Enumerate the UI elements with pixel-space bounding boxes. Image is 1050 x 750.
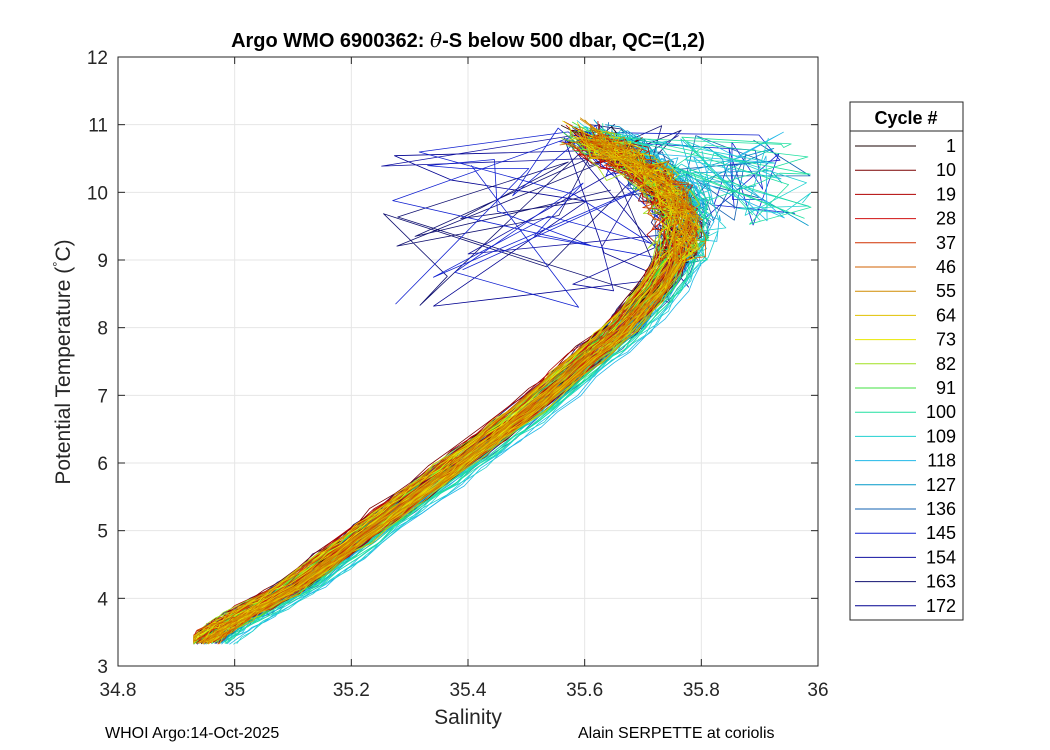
legend-entry-label: 28 bbox=[936, 209, 956, 229]
cycle-profile-line bbox=[203, 130, 690, 641]
legend-entry-label: 10 bbox=[936, 160, 956, 180]
legend-entry-label: 19 bbox=[936, 184, 956, 204]
y-tick-label: 5 bbox=[97, 522, 108, 543]
y-tick-label: 8 bbox=[97, 319, 108, 340]
y-tick-label: 3 bbox=[97, 657, 108, 678]
cycle-profile-line bbox=[193, 137, 677, 642]
legend-entry-label: 55 bbox=[936, 281, 956, 301]
x-tick-label: 35.8 bbox=[683, 680, 720, 701]
y-tick-label: 7 bbox=[97, 386, 108, 407]
legend-entry-label: 145 bbox=[926, 523, 956, 543]
cycle-profile-line bbox=[226, 136, 721, 645]
cycle-profile-line bbox=[201, 119, 689, 642]
y-tick-label: 6 bbox=[97, 454, 108, 475]
legend-entry-label: 73 bbox=[936, 330, 956, 350]
legend-entry-label: 91 bbox=[936, 378, 956, 398]
legend-entry-label: 82 bbox=[936, 354, 956, 374]
profile-lines bbox=[193, 117, 812, 645]
x-tick-label: 34.8 bbox=[100, 680, 137, 701]
legend-entry-label: 127 bbox=[926, 475, 956, 495]
legend-entry-label: 136 bbox=[926, 499, 956, 519]
cycle-profile-line bbox=[212, 133, 697, 642]
y-tick-label: 11 bbox=[88, 116, 108, 137]
cycle-profile-line bbox=[194, 142, 687, 642]
legend-entry-label: 163 bbox=[926, 572, 956, 592]
legend-entry-label: 172 bbox=[926, 596, 956, 616]
cycle-profile-line bbox=[219, 141, 700, 645]
legend-entry-label: 1 bbox=[946, 136, 956, 156]
legend-entry-label: 46 bbox=[936, 257, 956, 277]
chart-title: Argo WMO 6900362: θ-S below 500 dbar, QC… bbox=[231, 28, 705, 52]
cycle-profile-line bbox=[193, 133, 679, 642]
y-axis-label: Potential Temperature (°C) bbox=[50, 239, 75, 484]
x-axis-label: Salinity bbox=[434, 706, 502, 729]
y-tick-label: 10 bbox=[87, 183, 108, 204]
axis-ticks: 34.8 35 35.2 35.4 35.6 35.8 36 3 4 5 6 7 8 9 10 11 12 bbox=[87, 48, 829, 701]
x-tick-label: 36 bbox=[807, 680, 828, 701]
legend-entry-label: 100 bbox=[926, 402, 956, 422]
x-tick-label: 35.2 bbox=[333, 680, 370, 701]
footer-credit: Alain SERPETTE at coriolis bbox=[578, 725, 775, 742]
legend-entry-label: 109 bbox=[926, 426, 956, 446]
legend-entries: 1 10 19 28 37 46 55 64 73 82 91 100 109 118 127 136 145 1… bbox=[855, 136, 956, 616]
legend-title: Cycle # bbox=[874, 108, 937, 128]
x-tick-label: 35.4 bbox=[450, 680, 487, 701]
legend-entry-label: 154 bbox=[926, 547, 956, 567]
x-tick-label: 35 bbox=[224, 680, 245, 701]
cycle-profile-line bbox=[193, 121, 682, 641]
legend-entry-label: 118 bbox=[927, 451, 956, 471]
legend: Cycle # 1 10 19 28 37 46 55 64 73 82 91 100 109 118 12… bbox=[849, 101, 964, 621]
y-tick-label: 12 bbox=[87, 48, 108, 69]
cycle-profile-line bbox=[216, 143, 707, 644]
legend-entry-label: 37 bbox=[936, 233, 956, 253]
y-tick-label: 4 bbox=[97, 589, 108, 610]
footer-source: WHOI Argo:14-Oct-2025 bbox=[105, 725, 280, 742]
legend-entry-label: 64 bbox=[936, 305, 956, 325]
y-tick-label: 9 bbox=[97, 251, 108, 272]
x-tick-label: 35.6 bbox=[566, 680, 603, 701]
cycle-profile-line bbox=[193, 143, 668, 643]
